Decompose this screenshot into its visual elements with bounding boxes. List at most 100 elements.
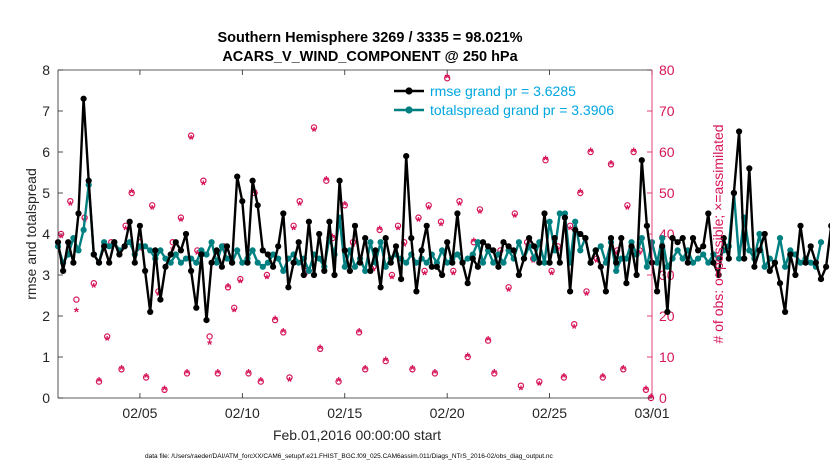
rmse-point xyxy=(444,239,451,246)
obs-assimilated-marker: * xyxy=(465,350,471,365)
spread-point xyxy=(638,235,645,242)
obs-assimilated-marker: * xyxy=(357,325,363,340)
obs-assimilated-marker: * xyxy=(123,222,129,237)
spread-point xyxy=(208,239,215,246)
obs-possible-marker xyxy=(355,329,363,336)
obs-assimilated-marker: * xyxy=(506,284,512,299)
spread-point xyxy=(147,247,154,254)
obs-possible-marker xyxy=(560,374,568,381)
rmse-point xyxy=(229,259,236,266)
obs-possible-marker xyxy=(450,267,457,275)
spread-point xyxy=(679,255,686,262)
obs-possible-marker xyxy=(536,378,543,385)
obs-assimilated-marker: * xyxy=(600,370,606,385)
y-tick-label: 1 xyxy=(42,349,50,365)
spread-point xyxy=(664,263,671,270)
x-tick-label: 03/01 xyxy=(634,405,669,421)
rmse-point xyxy=(95,259,103,266)
rmse-point xyxy=(300,271,307,279)
y2-tick-label: 0 xyxy=(659,390,667,406)
obs-assimilated-marker: * xyxy=(178,214,184,229)
rmse-point xyxy=(439,271,446,279)
rmse-point xyxy=(546,259,553,266)
rmse-point xyxy=(316,230,323,238)
obs-assimilated-marker: * xyxy=(162,382,168,397)
spread-point xyxy=(756,230,763,238)
rmse-point xyxy=(295,239,302,246)
rmse-point xyxy=(541,210,548,217)
y2-tick-label: 20 xyxy=(659,308,675,324)
rmse-point xyxy=(582,235,589,242)
obs-assimilated-marker: * xyxy=(410,362,416,377)
y-tick-label: 2 xyxy=(42,308,50,324)
spread-point xyxy=(439,247,446,254)
rmse-point xyxy=(500,239,507,246)
obs-assimilated-marker: * xyxy=(457,198,463,213)
rmse-point xyxy=(275,243,282,250)
obs-assimilated-marker: * xyxy=(105,333,111,348)
rmse-point xyxy=(428,263,435,270)
rmse-point xyxy=(607,235,615,242)
rmse-point xyxy=(710,259,717,266)
y2-axis-label: # of obs: o=possible; ×=assimilated xyxy=(710,124,726,343)
obs-assimilated-marker: * xyxy=(572,321,578,336)
x-tick-label: 02/05 xyxy=(122,405,157,421)
obs-possible-marker xyxy=(415,214,422,221)
rmse-point xyxy=(198,251,205,258)
spread-point xyxy=(351,263,359,270)
spread-point xyxy=(700,251,707,258)
spread-point xyxy=(234,247,241,254)
rmse-point xyxy=(782,308,789,315)
spread-point xyxy=(474,239,481,246)
rmse-point xyxy=(613,259,620,266)
obs-possible-marker xyxy=(67,197,74,205)
x-tick-label: 02/15 xyxy=(327,405,362,421)
rmse-point xyxy=(802,259,809,266)
rmse-point xyxy=(807,243,814,250)
obs-assimilated-marker: * xyxy=(568,222,574,237)
obs-possible-marker xyxy=(409,366,416,373)
rmse-point xyxy=(382,235,389,242)
spread-point xyxy=(254,259,261,266)
obs-assimilated-marker: * xyxy=(492,366,498,381)
obs-assimilated-marker: * xyxy=(621,362,627,377)
rmse-point xyxy=(638,157,645,164)
rmse-point xyxy=(531,243,538,250)
obs-assimilated-marker: * xyxy=(426,202,432,217)
rmse-point xyxy=(479,239,487,246)
spread-point xyxy=(746,247,753,254)
obs-possible-marker xyxy=(310,124,318,131)
rmse-point xyxy=(65,239,72,246)
obs-assimilated-marker: * xyxy=(225,280,231,295)
rmse-point xyxy=(792,271,799,279)
obs-assimilated-marker: * xyxy=(438,218,444,233)
obs-assimilated-marker: * xyxy=(238,276,244,291)
rmse-point xyxy=(464,280,471,287)
obs-possible-marker xyxy=(548,267,555,275)
spread-point xyxy=(556,210,563,217)
obs-possible-marker xyxy=(128,189,135,197)
rmse-point xyxy=(689,235,697,242)
obs-possible-marker xyxy=(95,378,103,385)
obs-possible-marker xyxy=(200,177,207,184)
spread-point xyxy=(259,263,266,270)
obs-assimilated-marker: * xyxy=(207,337,213,352)
obs-possible-marker xyxy=(476,206,484,213)
rmse-point xyxy=(490,247,497,254)
spread-point xyxy=(249,247,256,254)
rmse-point xyxy=(526,235,533,242)
obs-possible-marker xyxy=(505,284,512,291)
chart-title-line-2: ACARS_V_WIND_COMPONENT @ 250 hPa xyxy=(222,49,518,65)
obs-possible-marker xyxy=(323,177,330,184)
obs-possible-marker xyxy=(224,284,232,291)
obs-assimilated-marker: * xyxy=(416,214,422,229)
spread-point xyxy=(305,267,312,274)
rmse-point xyxy=(766,267,773,274)
rmse-point xyxy=(341,247,348,254)
obs-possible-marker xyxy=(437,218,445,225)
spread-point xyxy=(239,259,246,266)
rmse-point xyxy=(280,210,287,217)
obs-possible-marker xyxy=(607,161,615,168)
